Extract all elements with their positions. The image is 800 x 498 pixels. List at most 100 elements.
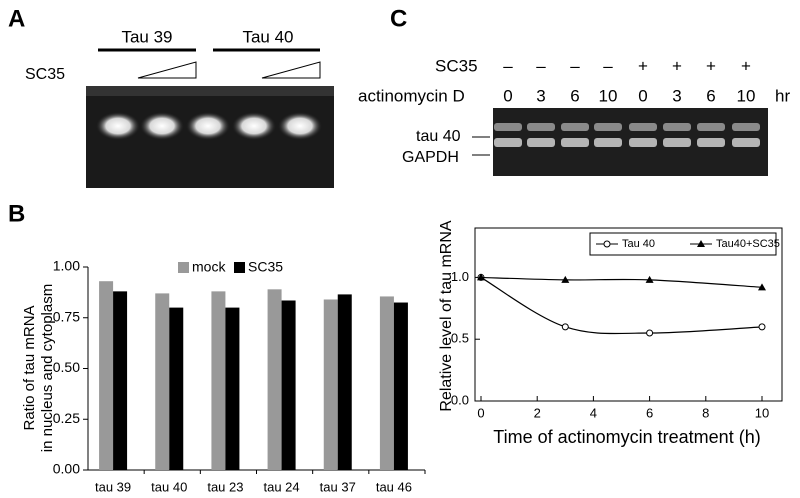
legend-box <box>589 232 777 256</box>
gel-band <box>561 138 589 147</box>
bar <box>99 281 114 470</box>
row-value: 0 <box>503 86 512 105</box>
legend-label: mock <box>192 259 226 275</box>
row-label: SC35 <box>435 56 478 75</box>
gel-band <box>629 123 657 131</box>
legend-label: SC35 <box>248 259 283 275</box>
bar <box>211 291 226 470</box>
legend-label: Tau 40 <box>622 238 655 250</box>
x-tick-label: 2 <box>534 405 541 420</box>
x-tick-label: tau 40 <box>151 479 187 494</box>
bar <box>379 296 394 470</box>
row-value: 0 <box>638 86 647 105</box>
row-value: 6 <box>706 86 715 105</box>
band-label: tau 40 <box>416 128 461 145</box>
y-tick-label: 1.00 <box>53 258 80 274</box>
row-value: – <box>603 56 613 75</box>
x-tick-label: tau 24 <box>264 479 300 494</box>
gel-band <box>527 123 555 131</box>
gel-band <box>697 123 725 131</box>
gel-band <box>527 138 555 147</box>
gel-band <box>697 138 725 147</box>
bar <box>169 307 184 470</box>
panel-label: B <box>8 200 25 227</box>
series-line <box>480 276 763 288</box>
gel-band <box>494 138 522 147</box>
row-value: – <box>503 56 513 75</box>
legend-label: Tau40+SC35 <box>716 238 780 250</box>
group-label: Tau 39 <box>121 27 172 46</box>
gel-band <box>629 138 657 147</box>
row-label: actinomycin D <box>358 86 465 105</box>
wedge <box>261 61 321 79</box>
gel-band <box>594 123 622 131</box>
panel-label: A <box>8 5 25 32</box>
row-value: 3 <box>672 86 681 105</box>
gel-band <box>594 138 622 147</box>
legend-marker <box>697 240 705 247</box>
panel-label: C <box>390 5 407 32</box>
bar <box>281 300 296 470</box>
y-axis-label: in nucleus and cytoplasm <box>39 284 56 452</box>
bar <box>323 299 338 470</box>
y-tick-label: 0.00 <box>53 461 80 477</box>
legend-marker <box>603 240 611 248</box>
gel-band <box>732 138 760 147</box>
point <box>758 283 766 291</box>
point <box>561 275 570 283</box>
row-value: – <box>570 56 580 75</box>
y-tick-label: 0.75 <box>53 308 80 324</box>
x-tick-label: tau 46 <box>376 479 412 494</box>
x-tick-label: tau 23 <box>207 479 243 494</box>
bar <box>337 294 352 470</box>
plot-frame <box>474 227 783 402</box>
bar <box>267 289 282 470</box>
point <box>645 275 654 283</box>
point <box>561 323 569 331</box>
row-value: + <box>706 56 716 75</box>
x-tick-label: 4 <box>590 405 597 420</box>
point <box>758 323 766 331</box>
y-tick-label: 0.5 <box>451 331 469 346</box>
wedge <box>137 61 197 79</box>
y-tick-label: 0.0 <box>451 392 469 407</box>
row-value: – <box>536 56 546 75</box>
y-axis-label: Relative level of tau mRNA <box>438 220 455 412</box>
x-tick-label: 8 <box>702 405 709 420</box>
x-tick-label: 10 <box>755 405 769 420</box>
row-value: 10 <box>737 86 756 105</box>
legend-swatch <box>178 262 189 273</box>
band-label: GAPDH <box>402 149 459 166</box>
group-label: Tau 40 <box>242 27 293 46</box>
x-axis-label: Time of actinomycin treatment (h) <box>493 427 760 447</box>
x-tick-label: 6 <box>646 405 653 420</box>
series-line <box>480 276 763 335</box>
treatment-label: SC35 <box>25 66 65 83</box>
row-value: 6 <box>570 86 579 105</box>
gel-band <box>663 138 691 147</box>
row-value: + <box>741 56 751 75</box>
point <box>477 273 485 281</box>
bar <box>393 302 408 470</box>
x-tick-label: tau 37 <box>320 479 356 494</box>
bar <box>155 293 170 470</box>
row-value: 3 <box>536 86 545 105</box>
gel-band <box>561 123 589 131</box>
x-tick-label: tau 39 <box>95 479 131 494</box>
gel-band <box>663 123 691 131</box>
row-value: + <box>638 56 648 75</box>
row-value: + <box>672 56 682 75</box>
bar <box>113 291 128 470</box>
gel-band <box>494 123 522 131</box>
bar <box>225 307 240 470</box>
y-tick-label: 0.50 <box>53 359 80 375</box>
unit-label: hr <box>775 86 790 105</box>
point <box>646 329 654 337</box>
gel-band <box>732 123 760 131</box>
gel-a <box>86 86 334 188</box>
legend-swatch <box>234 262 245 273</box>
x-tick-label: 0 <box>477 405 484 420</box>
y-tick-label: 0.25 <box>53 410 80 426</box>
